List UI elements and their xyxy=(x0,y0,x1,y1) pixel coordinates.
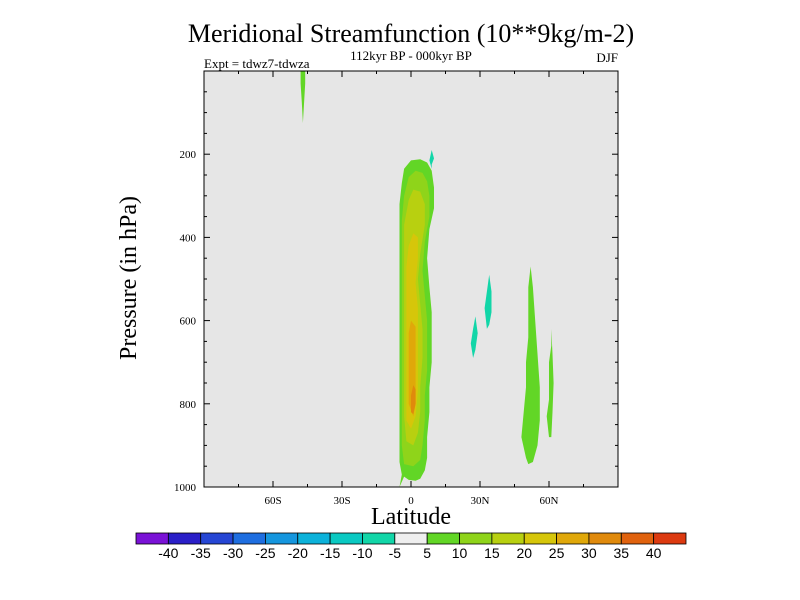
x-tick-label: 60S xyxy=(264,495,281,507)
colorbar-swatch xyxy=(459,532,493,545)
colorbar-label: -10 xyxy=(352,545,372,561)
colorbar-labels: -40 -35 -30 -25 -20 -15 -10 -5 5 10 15 20 25 30 35 40 xyxy=(158,545,661,561)
contour-region-5 xyxy=(411,385,416,415)
colorbar-label: 20 xyxy=(516,545,532,561)
colorbar-label: -40 xyxy=(158,545,178,561)
y-tick-label: 1000 xyxy=(174,482,197,494)
x-tick-label: 30N xyxy=(471,495,490,507)
contour-region-9 xyxy=(484,274,492,329)
contour-region-10 xyxy=(521,266,540,465)
y-axis-label: Pressure (in hPa) xyxy=(116,196,142,360)
colorbar-label: 5 xyxy=(423,545,431,561)
colorbar-label: 10 xyxy=(452,545,468,561)
colorbar-label: -20 xyxy=(288,545,308,561)
x-tick-label: 30S xyxy=(333,495,350,507)
contour-region-11 xyxy=(546,328,554,438)
colorbar-swatch xyxy=(556,532,590,545)
colorbar-swatch xyxy=(620,532,655,545)
x-tick-label: 0 xyxy=(408,495,414,507)
colorbar-swatch xyxy=(362,532,396,545)
contour-region-6 xyxy=(300,71,306,123)
colorbar-swatch xyxy=(232,532,266,545)
contour-layer xyxy=(300,71,554,487)
colorbar-swatch xyxy=(167,532,202,545)
colorbar-swatch xyxy=(329,532,363,545)
season-label: DJF xyxy=(596,50,618,65)
colorbar-label: 40 xyxy=(646,545,662,561)
colorbar-swatch xyxy=(653,532,687,545)
colorbar-label: 25 xyxy=(549,545,565,561)
colorbar-swatch xyxy=(297,532,331,545)
expt-label: Expt = tdwz7-tdwza xyxy=(204,56,310,71)
y-tick-label: 200 xyxy=(180,149,197,161)
colorbar-swatch xyxy=(265,532,299,545)
colorbar-label: 35 xyxy=(614,545,630,561)
colorbar-label: 15 xyxy=(484,545,500,561)
x-axis-label: Latitude xyxy=(371,504,451,530)
x-tick-labels: 60S 30S 0 30N 60N xyxy=(264,495,558,507)
colorbar-swatch xyxy=(394,532,428,545)
colorbar-swatch xyxy=(523,532,557,545)
colorbar-label: -30 xyxy=(223,545,243,561)
colorbar-swatch xyxy=(588,532,622,545)
colorbar-label: -15 xyxy=(320,545,340,561)
colorbar-label: -35 xyxy=(191,545,211,561)
chart-title: Meridional Streamfunction (10**9kg/m-2) xyxy=(188,19,634,48)
colorbar-swatch xyxy=(135,532,169,545)
colorbar-swatch xyxy=(426,532,460,545)
contour-region-7 xyxy=(429,150,434,169)
y-tick-labels: 200 400 600 800 1000 xyxy=(174,149,197,494)
y-tick-label: 800 xyxy=(180,399,197,411)
colorbar-label: 30 xyxy=(581,545,597,561)
x-tick-label: 60N xyxy=(540,495,559,507)
colorbar xyxy=(135,532,687,545)
chart-subtitle: 112kyr BP - 000kyr BP xyxy=(350,48,472,63)
y-tick-label: 400 xyxy=(180,232,197,244)
colorbar-swatch xyxy=(491,532,525,545)
colorbar-label: -25 xyxy=(255,545,275,561)
contour-region-8 xyxy=(470,316,478,358)
colorbar-label: -5 xyxy=(389,545,402,561)
plot-frame xyxy=(203,70,619,488)
colorbar-swatch xyxy=(200,532,234,545)
y-tick-label: 600 xyxy=(180,316,197,328)
